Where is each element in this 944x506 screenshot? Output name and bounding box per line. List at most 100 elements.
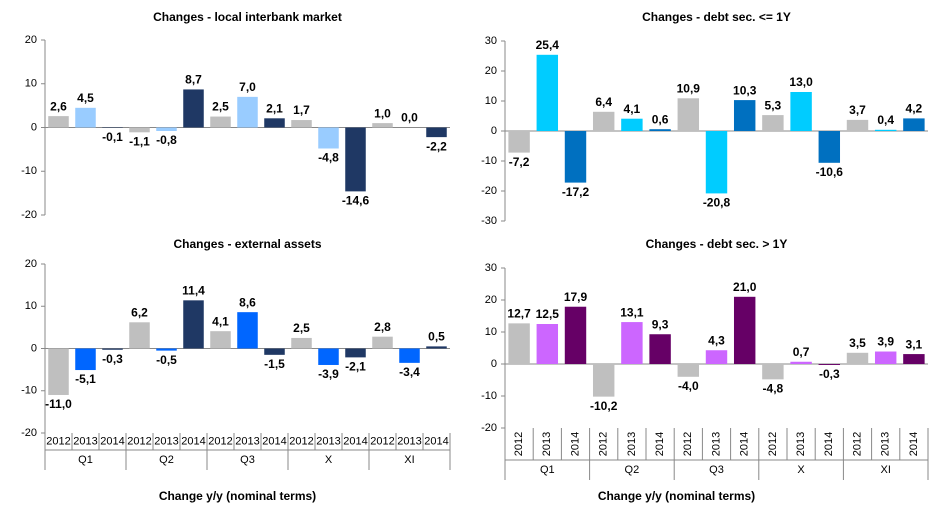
x-tick-label: 2013 xyxy=(795,432,807,456)
bar xyxy=(318,127,339,149)
x-tick-label: 2014 xyxy=(343,435,367,447)
bar xyxy=(762,364,784,380)
group-label: Q3 xyxy=(240,454,255,466)
y-tick-label: 10 xyxy=(25,78,37,90)
bar xyxy=(903,118,925,131)
bar xyxy=(508,323,530,364)
bar xyxy=(564,306,587,364)
x-tick-label: 2012 xyxy=(127,435,151,447)
chart-title: Changes - external assets xyxy=(173,237,321,251)
value-label: -7,2 xyxy=(509,155,530,169)
x-tick-label: 2013 xyxy=(154,435,178,447)
value-label: -1,1 xyxy=(129,134,150,148)
value-label: 25,4 xyxy=(536,38,560,52)
bar xyxy=(237,96,258,128)
group-label: XI xyxy=(880,464,890,476)
bar xyxy=(790,361,812,364)
bar xyxy=(649,129,671,131)
bar xyxy=(733,100,756,131)
bar xyxy=(818,364,841,365)
value-label: 17,9 xyxy=(564,290,588,304)
group-label: Q2 xyxy=(625,464,640,476)
value-label: 2,5 xyxy=(212,100,229,114)
value-label: 5,3 xyxy=(765,98,782,112)
value-label: 13,0 xyxy=(789,75,813,89)
bar xyxy=(733,296,756,364)
value-label: 1,0 xyxy=(374,106,391,120)
bar xyxy=(210,116,231,128)
bar xyxy=(592,111,615,131)
x-tick-label: 2014 xyxy=(424,435,448,447)
value-label: -10,2 xyxy=(590,399,618,413)
chart-title: Changes - debt sec. <= 1Y xyxy=(642,10,791,24)
group-label: Q1 xyxy=(540,464,555,476)
value-label: -4,8 xyxy=(763,382,784,396)
x-tick-label: 2014 xyxy=(181,435,205,447)
y-tick-label: -10 xyxy=(481,390,497,402)
value-label: -0,1 xyxy=(102,130,123,144)
value-label: 0,6 xyxy=(652,112,669,126)
y-tick-label: 10 xyxy=(25,300,37,312)
x-tick-label: 2013 xyxy=(316,435,340,447)
bar xyxy=(762,115,784,131)
bar xyxy=(345,127,366,192)
bar xyxy=(156,348,177,351)
y-tick-label: 0 xyxy=(31,342,37,354)
value-label: 10,9 xyxy=(677,81,701,95)
bar xyxy=(183,300,204,349)
bar xyxy=(75,348,96,371)
value-label: 4,1 xyxy=(624,102,641,116)
value-label: -0,8 xyxy=(156,133,177,147)
value-label: 2,8 xyxy=(374,320,391,334)
bar xyxy=(621,322,643,364)
value-label: 21,0 xyxy=(733,280,757,294)
value-label: -2,1 xyxy=(345,360,366,374)
x-tick-label: 2012 xyxy=(767,432,779,456)
y-tick-label: 0 xyxy=(31,121,37,133)
bar xyxy=(183,89,204,128)
bar xyxy=(564,131,587,183)
value-label: 12,5 xyxy=(536,307,560,321)
x-tick-label: 2014 xyxy=(908,432,920,456)
y-tick-label: 30 xyxy=(485,35,497,47)
bar xyxy=(536,54,559,131)
value-label: -2,2 xyxy=(426,139,447,153)
value-label: 0,0 xyxy=(401,111,418,125)
y-tick-label: -10 xyxy=(21,385,37,397)
value-label: 4,3 xyxy=(708,333,725,347)
value-label: 11,4 xyxy=(182,284,205,298)
value-label: 0,7 xyxy=(793,345,810,359)
x-tick-label: 2012 xyxy=(682,432,694,456)
bar xyxy=(592,364,615,397)
bar xyxy=(426,346,447,349)
bar xyxy=(874,351,897,364)
bar xyxy=(129,127,150,133)
y-tick-label: 10 xyxy=(485,326,497,338)
bar xyxy=(102,348,123,350)
x-tick-label: 2012 xyxy=(208,435,232,447)
value-label: 2,5 xyxy=(293,321,310,335)
x-tick-label: 2013 xyxy=(235,435,259,447)
value-label: 3,7 xyxy=(849,103,866,117)
bar xyxy=(818,131,841,163)
bar xyxy=(210,331,231,349)
x-tick-label: 2013 xyxy=(73,435,97,447)
bar xyxy=(705,131,728,194)
x-tick-label: 2013 xyxy=(710,432,722,456)
value-label: 3,9 xyxy=(877,335,894,349)
bar xyxy=(649,334,671,364)
value-label: 3,5 xyxy=(849,336,866,350)
value-label: 7,0 xyxy=(239,80,256,94)
x-tick-label: 2014 xyxy=(100,435,124,447)
group-label: X xyxy=(325,454,333,466)
bar xyxy=(345,348,366,358)
y-tick-label: 30 xyxy=(485,262,497,274)
value-label: -5,1 xyxy=(75,372,96,386)
x-tick-label: 2014 xyxy=(262,435,286,447)
bar xyxy=(264,348,285,355)
bar xyxy=(372,123,393,128)
group-label: XI xyxy=(404,454,414,466)
x-tick-label: 2012 xyxy=(513,432,525,456)
x-tick-label: 2013 xyxy=(397,435,421,447)
x-axis-label: Change y/y (nominal terms) xyxy=(598,489,755,503)
